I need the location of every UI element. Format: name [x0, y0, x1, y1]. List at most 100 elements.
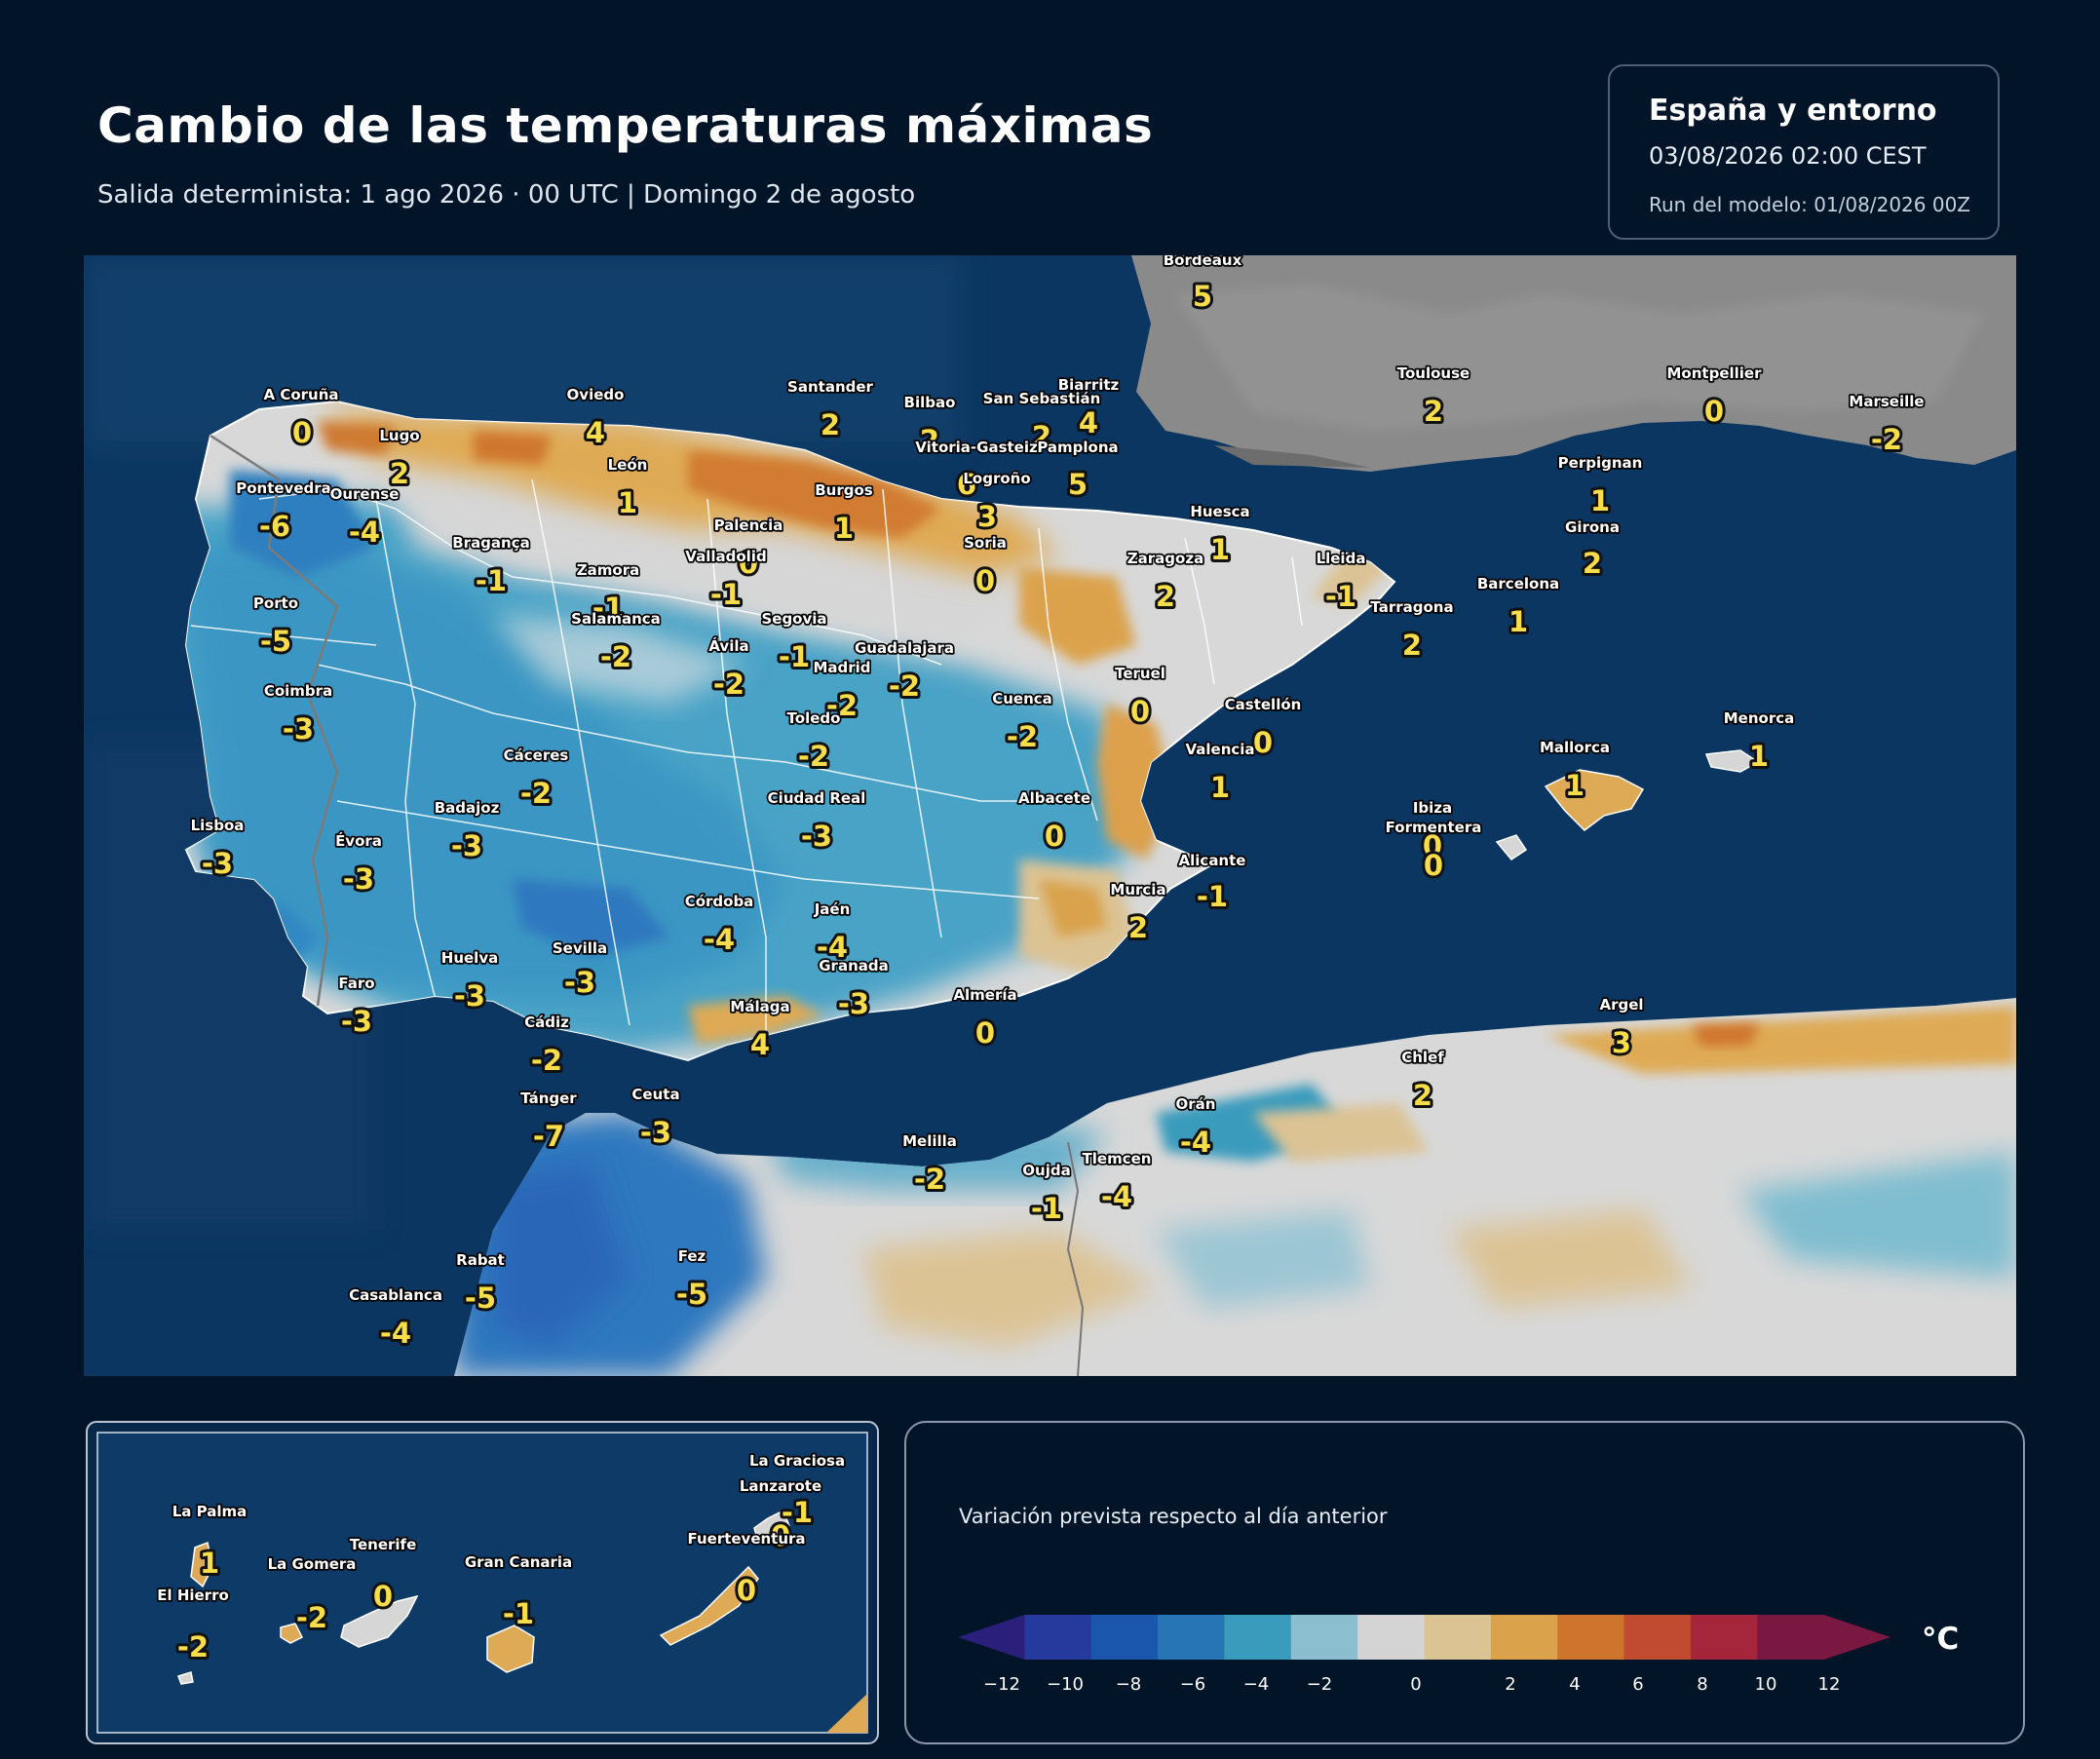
temperature-change-value: 3	[977, 500, 997, 533]
city-name: Teruel	[1115, 665, 1165, 682]
city-marker: Menorca 1	[1722, 707, 1796, 776]
city-marker: Biarritz 4	[1056, 374, 1121, 442]
city-marker: Oujda -1	[1021, 1160, 1073, 1228]
city-name: Formentera	[1386, 819, 1482, 836]
temperature-change-value: 0	[739, 547, 758, 580]
city-name: Barcelona	[1477, 575, 1559, 593]
island-marker: La Gomera -2	[266, 1553, 358, 1637]
city-name: Santander	[787, 378, 873, 396]
page-subtitle: Salida determinista: 1 ago 2026 · 00 UTC…	[97, 180, 916, 210]
city-name: Cádiz	[524, 1013, 569, 1031]
temperature-change-value: 0	[975, 564, 995, 597]
model-run: Run del modelo: 01/08/2026 00Z	[1649, 193, 1971, 216]
temperature-change-value: -3	[341, 1005, 372, 1038]
city-name: Albacete	[1018, 789, 1090, 807]
city-marker: Coimbra -3	[262, 680, 334, 748]
city-marker: Lugo 2	[378, 425, 422, 493]
city-marker: Valencia 1	[1184, 739, 1257, 807]
island-name: Tenerife	[350, 1536, 417, 1553]
city-name: Córdoba	[685, 893, 754, 910]
city-marker: Guadalajara -2	[853, 637, 956, 706]
temperature-change-value: 1	[834, 512, 854, 545]
temperature-change-value: 3	[1612, 1026, 1631, 1059]
temperature-change-value: 2	[920, 424, 939, 457]
colorbar-tick-label: −8	[1116, 1674, 1142, 1695]
city-marker: Zamora -1	[575, 559, 641, 628]
temperature-change-value: -2	[713, 668, 745, 701]
temperature-change-value: 6	[957, 468, 976, 501]
city-name: Chlef	[1401, 1049, 1444, 1066]
city-marker: León 1	[606, 454, 649, 522]
city-marker: Salamanca -2	[569, 608, 662, 676]
temperature-change-value: -3	[451, 829, 482, 862]
region-label: España y entorno	[1649, 94, 1937, 128]
colorbar-segment	[1224, 1615, 1292, 1660]
city-marker: Castellón 0	[1223, 694, 1303, 762]
temperature-change-value: 0	[1130, 695, 1150, 728]
colorbar-tick-label: −4	[1243, 1674, 1270, 1695]
city-marker: Santander 2	[785, 376, 875, 444]
city-name: Bordeaux	[1164, 255, 1242, 269]
city-marker: Montpellier 0	[1665, 363, 1764, 431]
colorbar-tick-label: 8	[1697, 1674, 1707, 1695]
colorbar-segment	[1290, 1615, 1358, 1660]
colorbar-segment	[1357, 1615, 1425, 1660]
temperature-change-value: 0	[373, 1580, 393, 1613]
temperature-change-value: -3	[640, 1116, 671, 1149]
city-name: Rabat	[456, 1251, 505, 1269]
city-name: Bilbao	[904, 394, 956, 411]
temperature-change-value: -2	[914, 1163, 945, 1196]
city-marker: Girona 2	[1563, 516, 1621, 583]
city-name: Burgos	[815, 481, 873, 499]
city-marker: Lleida -1	[1315, 548, 1367, 616]
colorbar-segment	[1424, 1615, 1492, 1660]
city-marker: Zaragoza 2	[1126, 548, 1205, 616]
city-name: Montpellier	[1667, 364, 1763, 382]
city-name: Vitoria-Gasteiz	[915, 439, 1038, 456]
legend-unit: °C	[1922, 1622, 1959, 1657]
city-marker: Barcelona 1	[1475, 573, 1561, 641]
temperature-change-value: -4	[817, 931, 848, 964]
city-marker: Orán -4	[1174, 1093, 1217, 1162]
info-box: España y entorno 03/08/2026 02:00 CEST R…	[1608, 64, 2000, 240]
temperature-change-value: 2	[821, 408, 840, 441]
city-marker: Pontevedra -6	[234, 478, 332, 546]
city-name: Tánger	[520, 1090, 577, 1107]
city-name: Soria	[964, 534, 1007, 552]
temperature-change-value: 2	[390, 457, 409, 490]
city-name: Huesca	[1190, 503, 1249, 520]
city-name: Badajoz	[435, 799, 500, 817]
legend-caption: Variación prevista respecto al día anter…	[959, 1505, 1388, 1528]
city-name: Tlemcen	[1083, 1150, 1152, 1167]
city-name: A Coruña	[263, 386, 338, 403]
colorbar-tick-label: 12	[1818, 1674, 1841, 1695]
temperature-change-value: 1	[1565, 769, 1585, 802]
temperature-change-value: -1	[1325, 580, 1356, 613]
city-name: Lisboa	[191, 817, 245, 834]
temperature-change-value: -1	[779, 640, 810, 673]
city-marker: Málaga 4	[729, 996, 792, 1064]
legend-panel: Variación prevista respecto al día anter…	[904, 1421, 2025, 1744]
colorbar-segment	[1090, 1615, 1159, 1660]
colorbar-segment	[1557, 1615, 1625, 1660]
city-name: Castellón	[1225, 696, 1302, 713]
island-name: Gran Canaria	[465, 1553, 572, 1571]
colorbar-tick-label: 4	[1569, 1674, 1580, 1695]
colorbar-arrow-high	[1823, 1615, 1890, 1660]
city-marker: Burgos 1	[814, 479, 875, 548]
city-marker: Segovia -1	[760, 608, 829, 676]
city-marker: Granada -3	[818, 955, 891, 1023]
colorbar-segment	[1757, 1615, 1825, 1660]
temperature-change-value: -2	[798, 740, 829, 773]
colorbar-tick-label: 6	[1632, 1674, 1643, 1695]
city-name: Ibiza	[1413, 799, 1452, 817]
temperature-change-value: -2	[889, 669, 920, 703]
city-name: Casablanca	[349, 1286, 442, 1304]
page-title: Cambio de las temperaturas máximas	[97, 97, 1154, 154]
city-name: Fez	[678, 1247, 706, 1265]
colorbar-tick-label: −2	[1307, 1674, 1333, 1695]
city-name: Coimbra	[264, 682, 332, 700]
